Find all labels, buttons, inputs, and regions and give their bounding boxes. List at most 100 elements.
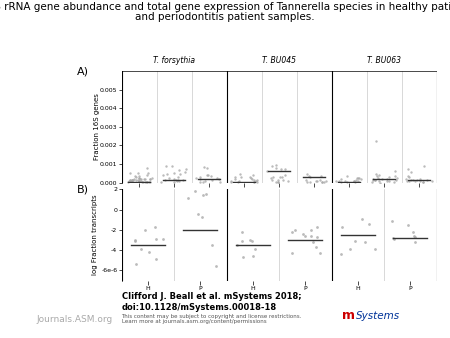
Point (126, 177, 133, 182)
Point (152, 224, 159, 230)
Point (337, 176, 344, 182)
Point (416, 176, 423, 181)
Point (383, 178, 391, 183)
Point (238, 230, 246, 235)
Point (131, 173, 139, 179)
Text: T. BU063: T. BU063 (367, 56, 401, 65)
Point (411, 178, 418, 184)
Point (410, 229, 417, 235)
Point (162, 164, 170, 169)
Point (159, 173, 166, 178)
Point (277, 167, 284, 172)
Point (403, 178, 410, 184)
Point (274, 180, 281, 185)
Point (239, 255, 247, 260)
Point (312, 244, 319, 249)
Text: 16S rRNA gene abundance and total gene expression of Tannerella species in healt: 16S rRNA gene abundance and total gene e… (0, 2, 450, 12)
Point (302, 178, 310, 183)
Point (170, 179, 177, 185)
Point (132, 177, 140, 183)
Point (231, 177, 238, 182)
Point (143, 180, 150, 185)
Point (208, 243, 216, 248)
Point (204, 173, 212, 178)
Point (234, 243, 241, 248)
Point (140, 176, 148, 182)
Point (274, 179, 282, 185)
Point (321, 179, 328, 185)
Point (146, 176, 153, 182)
Point (200, 164, 207, 169)
Point (419, 179, 426, 185)
Point (161, 177, 168, 183)
Point (129, 177, 136, 183)
Y-axis label: Fraction 16S genes: Fraction 16S genes (94, 93, 100, 160)
Point (314, 234, 321, 240)
Point (420, 180, 427, 185)
Point (269, 174, 276, 180)
Point (135, 175, 142, 180)
Point (383, 176, 391, 181)
Point (406, 178, 413, 184)
Point (268, 177, 275, 183)
Point (144, 179, 151, 185)
Point (368, 179, 375, 185)
Point (358, 176, 365, 182)
Point (227, 180, 234, 185)
Point (250, 172, 257, 178)
Text: T. forsythia
I2A2: T. forsythia I2A2 (157, 202, 191, 213)
Text: A): A) (76, 66, 89, 76)
Point (200, 193, 207, 198)
Text: T. sp. BU045
SAG101: T. sp. BU045 SAG101 (260, 202, 298, 213)
Point (148, 175, 155, 181)
Point (138, 246, 145, 251)
Point (272, 179, 279, 185)
Text: T. sp. BU063
SAG2: T. sp. BU063 SAG2 (364, 202, 404, 213)
Point (354, 179, 361, 184)
Point (228, 178, 235, 184)
Point (308, 233, 315, 238)
Point (238, 238, 246, 244)
Point (141, 176, 148, 182)
Point (316, 250, 323, 255)
Point (406, 174, 413, 180)
Point (281, 166, 288, 171)
Point (137, 178, 144, 184)
Point (248, 176, 256, 182)
Point (194, 211, 202, 217)
Point (200, 180, 207, 185)
Point (354, 175, 361, 181)
Point (184, 195, 191, 200)
Point (246, 237, 253, 243)
Point (175, 167, 182, 172)
Point (126, 171, 134, 176)
Point (385, 175, 392, 180)
Point (388, 219, 396, 224)
Point (405, 222, 412, 228)
Point (135, 175, 143, 181)
Point (306, 179, 314, 185)
Point (180, 177, 187, 183)
Point (197, 176, 204, 182)
Point (369, 176, 377, 182)
Text: T. forsythia: T. forsythia (153, 56, 195, 65)
Point (351, 178, 358, 184)
Point (147, 179, 154, 185)
Point (316, 177, 324, 182)
Point (378, 176, 385, 182)
Point (132, 174, 140, 179)
Point (319, 179, 326, 185)
Point (375, 179, 382, 184)
Point (237, 171, 244, 176)
Point (414, 177, 421, 182)
Point (127, 177, 134, 182)
Point (137, 177, 144, 182)
Point (307, 174, 314, 179)
Point (247, 174, 254, 180)
Point (300, 231, 307, 237)
Point (314, 178, 321, 184)
Point (277, 174, 284, 179)
Point (274, 177, 282, 183)
Point (272, 162, 279, 168)
Point (135, 178, 143, 183)
